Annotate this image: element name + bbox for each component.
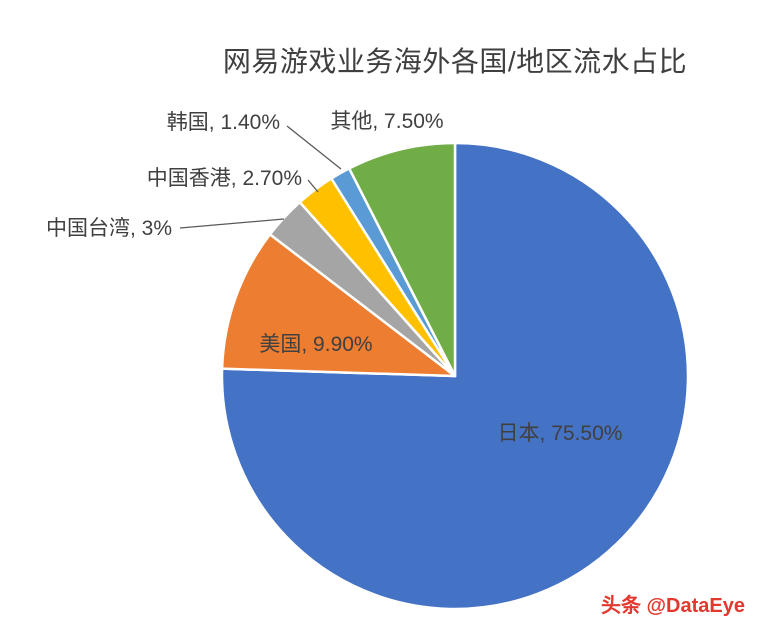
chart-title: 网易游戏业务海外各国/地区流水占比 (222, 46, 688, 77)
slice-label-美国: 美国, 9.90% (259, 333, 372, 356)
watermark: 头条 @DataEye (601, 595, 745, 617)
leader-line-中国台湾 (179, 218, 285, 229)
slice-label-中国香港: 中国香港, 2.70% (147, 167, 302, 190)
slice-label-日本: 日本, 75.50% (498, 422, 623, 445)
slice-label-其他: 其他, 7.50% (330, 110, 443, 133)
slice-label-韩国: 韩国, 1.40% (167, 111, 280, 134)
slice-label-中国台湾: 中国台湾, 3% (46, 217, 172, 240)
leader-line-韩国 (286, 125, 342, 170)
pie-slice-其他 (347, 141, 457, 378)
leader-line-中国香港 (307, 179, 319, 193)
pie-slice-美国 (220, 233, 457, 378)
